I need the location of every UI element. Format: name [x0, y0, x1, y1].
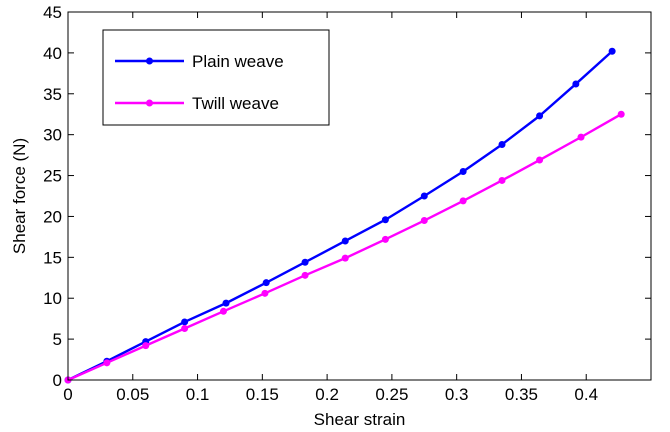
data-point-plain-weave	[536, 112, 544, 120]
x-tick-label: 0.1	[186, 385, 210, 404]
series-layer	[64, 47, 625, 384]
data-point-plain-weave	[420, 192, 428, 200]
data-point-twill-weave	[181, 324, 189, 332]
y-tick-label: 30	[43, 126, 62, 145]
y-axis-ticks: 0 5 10 15 20 25 30 35 40 45	[43, 3, 651, 390]
data-point-twill-weave	[103, 359, 111, 367]
legend-box	[102, 29, 330, 126]
x-axis-ticks: 0 0.05 0.1 0.15 0.2 0.25 0.3 0.35 0.4	[63, 12, 598, 404]
data-point-twill-weave	[219, 307, 227, 315]
data-point-twill-weave	[459, 197, 467, 205]
y-tick-label: 40	[43, 44, 62, 63]
x-tick-label: 0.3	[445, 385, 469, 404]
data-point-twill-weave	[498, 176, 506, 184]
data-point-plain-weave	[262, 279, 270, 287]
y-tick-label: 20	[43, 207, 62, 226]
y-tick-label: 25	[43, 167, 62, 186]
data-point-twill-weave	[301, 271, 309, 279]
data-point-plain-weave	[341, 237, 349, 245]
series-twill-weave	[64, 110, 625, 384]
y-axis-label: Shear force (N)	[10, 138, 29, 254]
y-tick-label: 35	[43, 85, 62, 104]
y-tick-label: 5	[53, 330, 62, 349]
x-tick-label: 0.4	[574, 385, 598, 404]
data-point-plain-weave	[498, 140, 506, 148]
x-tick-label: 0.05	[116, 385, 149, 404]
data-point-twill-weave	[341, 254, 349, 262]
data-point-plain-weave	[572, 80, 580, 88]
x-tick-label: 0.25	[375, 385, 408, 404]
y-tick-label: 15	[43, 248, 62, 267]
data-point-twill-weave	[420, 217, 428, 225]
data-point-plain-weave	[301, 258, 309, 266]
data-point-plain-weave	[222, 299, 230, 307]
x-tick-label: 0	[63, 385, 72, 404]
x-axis-label: Shear strain	[314, 410, 406, 429]
y-tick-label: 10	[43, 289, 62, 308]
data-point-twill-weave	[142, 342, 150, 350]
data-point-twill-weave	[261, 289, 269, 297]
data-point-plain-weave	[608, 47, 616, 55]
x-tick-label: 0.15	[246, 385, 279, 404]
y-tick-label: 0	[53, 371, 62, 390]
legend-swatch-marker	[146, 57, 153, 65]
data-point-plain-weave	[459, 167, 467, 175]
x-tick-label: 0.2	[315, 385, 339, 404]
legend-label: Plain weave	[192, 52, 284, 71]
data-point-twill-weave	[617, 110, 625, 118]
legend-item-twill-weave: Twill weave	[115, 94, 279, 113]
data-point-twill-weave	[577, 133, 585, 141]
data-point-twill-weave	[381, 235, 389, 243]
legend: Plain weave Twill weave	[102, 29, 330, 126]
y-tick-label: 45	[43, 3, 62, 22]
x-tick-label: 0.35	[505, 385, 538, 404]
legend-item-plain-weave: Plain weave	[115, 52, 284, 71]
legend-label: Twill weave	[192, 94, 279, 113]
data-point-twill-weave	[536, 156, 544, 164]
legend-swatch-marker	[146, 99, 153, 107]
data-point-plain-weave	[381, 216, 389, 224]
plot-frame	[67, 11, 652, 381]
data-point-plain-weave	[181, 318, 189, 326]
